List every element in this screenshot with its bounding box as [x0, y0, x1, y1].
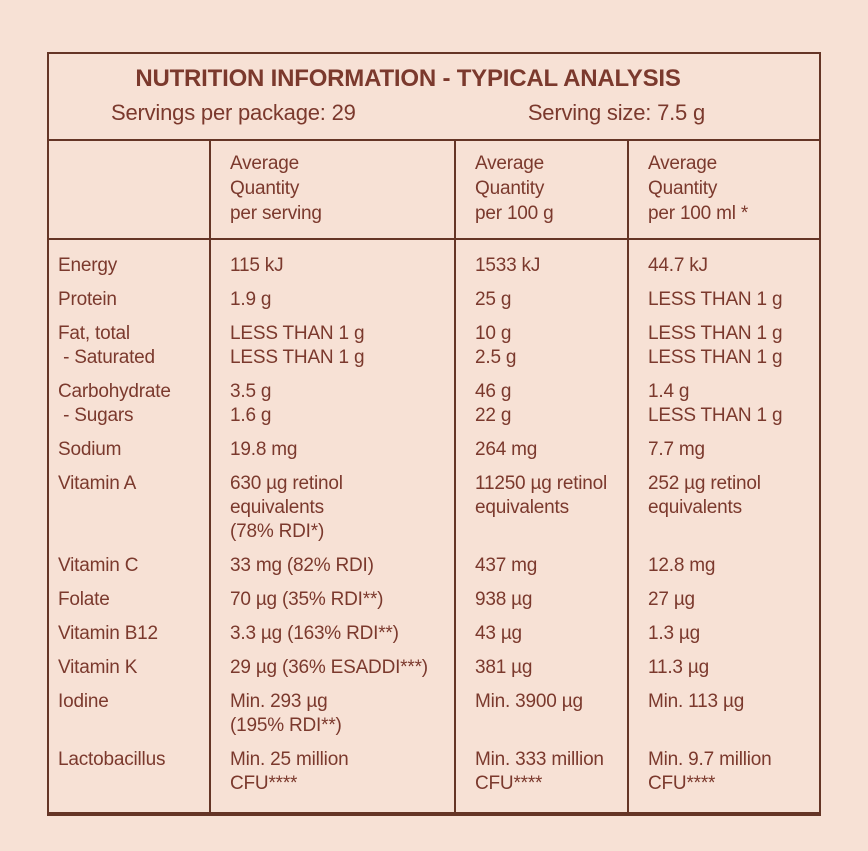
- value-per-serving: Min. 25 million CFU****: [209, 743, 455, 812]
- value-per-100g: 11250 µg retinol equivalents: [454, 467, 628, 549]
- table-row-protein: Protein 1.9 g 25 g LESS THAN 1 g: [49, 283, 819, 317]
- row-label: Sodium: [58, 439, 122, 460]
- value-per-100g: 381 µg: [454, 651, 628, 685]
- table-row-carbohydrate: Carbohydrate - Sugars 3.5 g 1.6 g 46 g 2…: [49, 375, 819, 433]
- value-per-serving: 29 µg (36% ESADDI***): [209, 651, 455, 685]
- row-label: Vitamin A: [58, 473, 137, 494]
- value-per-100ml: 252 µg retinol equivalents: [627, 467, 819, 549]
- nutrition-table: Average Quantity per serving Average Qua…: [49, 141, 819, 812]
- value-per-100g: 938 µg: [454, 583, 628, 617]
- table-row-vitamin-c: Vitamin C 33 mg (82% RDI) 437 mg 12.8 mg: [49, 549, 819, 583]
- row-label: Iodine: [58, 691, 109, 712]
- value-per-100g: Min. 3900 µg: [454, 685, 628, 743]
- value-per-100ml: 27 µg: [627, 583, 819, 617]
- value-per-serving: LESS THAN 1 g LESS THAN 1 g: [209, 317, 455, 375]
- value-per-serving: 115 kJ: [209, 239, 455, 283]
- table-row-iodine: Iodine Min. 293 µg (195% RDI**) Min. 390…: [49, 685, 819, 743]
- value-per-100ml: 1.4 g LESS THAN 1 g: [627, 375, 819, 433]
- table-row-vitamin-k: Vitamin K 29 µg (36% ESADDI***) 381 µg 1…: [49, 651, 819, 685]
- value-per-100ml: 7.7 mg: [627, 433, 819, 467]
- value-per-100ml: 1.3 µg: [627, 617, 819, 651]
- value-per-100g: 10 g 2.5 g: [454, 317, 628, 375]
- value-per-100g: 1533 kJ: [454, 239, 628, 283]
- row-label: Vitamin K: [58, 657, 138, 678]
- value-per-serving: Min. 293 µg (195% RDI**): [209, 685, 455, 743]
- value-per-100g: 437 mg: [454, 549, 628, 583]
- table-row-sodium: Sodium 19.8 mg 264 mg 7.7 mg: [49, 433, 819, 467]
- value-per-serving: 3.5 g 1.6 g: [209, 375, 455, 433]
- servings-row: Servings per package: 29 Serving size: 7…: [111, 100, 705, 126]
- value-per-serving: 19.8 mg: [209, 433, 455, 467]
- row-label: Energy: [58, 255, 118, 276]
- value-per-100ml: Min. 113 µg: [627, 685, 819, 743]
- table-row-lactobacillus: Lactobacillus Min. 25 million CFU**** Mi…: [49, 743, 819, 812]
- col-header-per-100g: Average Quantity per 100 g: [454, 141, 628, 240]
- row-label: Lactobacillus: [58, 749, 166, 770]
- row-label: Vitamin C: [58, 555, 139, 576]
- row-label: Folate: [58, 589, 110, 610]
- value-per-serving: 70 µg (35% RDI**): [209, 583, 455, 617]
- table-row-vitamin-b12: Vitamin B12 3.3 µg (163% RDI**) 43 µg 1.…: [49, 617, 819, 651]
- value-per-100ml: 11.3 µg: [627, 651, 819, 685]
- value-per-100g: Min. 333 million CFU****: [454, 743, 628, 812]
- value-per-serving: 33 mg (82% RDI): [209, 549, 455, 583]
- row-label: Carbohydrate - Sugars: [58, 381, 171, 426]
- col-header-per-serving: Average Quantity per serving: [209, 141, 455, 240]
- value-per-100g: 264 mg: [454, 433, 628, 467]
- row-label: Vitamin B12: [58, 623, 158, 644]
- value-per-serving: 630 µg retinol equivalents (78% RDI*): [209, 467, 455, 549]
- table-body: Energy 115 kJ 1533 kJ 44.7 kJ Protein 1.…: [49, 239, 819, 812]
- value-per-100ml: 12.8 mg: [627, 549, 819, 583]
- serving-size: Serving size: 7.5 g: [527, 100, 705, 125]
- row-label: Fat, total - Saturated: [58, 323, 155, 368]
- row-label: Protein: [58, 289, 117, 310]
- table-row-energy: Energy 115 kJ 1533 kJ 44.7 kJ: [49, 239, 819, 283]
- panel-title: NUTRITION INFORMATION - TYPICAL ANALYSIS: [135, 65, 681, 92]
- panel-header: NUTRITION INFORMATION - TYPICAL ANALYSIS…: [49, 54, 819, 141]
- col-header-nutrient: [49, 141, 210, 240]
- value-per-100ml: Min. 9.7 million CFU****: [627, 743, 819, 812]
- value-per-serving: 3.3 µg (163% RDI**): [209, 617, 455, 651]
- value-per-100ml: 44.7 kJ: [627, 239, 819, 283]
- value-per-100ml: LESS THAN 1 g: [627, 283, 819, 317]
- value-per-100g: 43 µg: [454, 617, 628, 651]
- value-per-100g: 46 g 22 g: [454, 375, 628, 433]
- header-row: Average Quantity per serving Average Qua…: [49, 141, 819, 240]
- value-per-100g: 25 g: [454, 283, 628, 317]
- servings-per-package: Servings per package: 29: [111, 100, 356, 125]
- value-per-100ml: LESS THAN 1 g LESS THAN 1 g: [627, 317, 819, 375]
- value-per-serving: 1.9 g: [209, 283, 455, 317]
- table-row-vitamin-a: Vitamin A 630 µg retinol equivalents (78…: [49, 467, 819, 549]
- table-header: Average Quantity per serving Average Qua…: [49, 141, 819, 240]
- table-row-fat: Fat, total - Saturated LESS THAN 1 g LES…: [49, 317, 819, 375]
- table-row-folate: Folate 70 µg (35% RDI**) 938 µg 27 µg: [49, 583, 819, 617]
- nutrition-panel: NUTRITION INFORMATION - TYPICAL ANALYSIS…: [47, 52, 821, 816]
- col-header-per-100ml: Average Quantity per 100 ml *: [627, 141, 819, 240]
